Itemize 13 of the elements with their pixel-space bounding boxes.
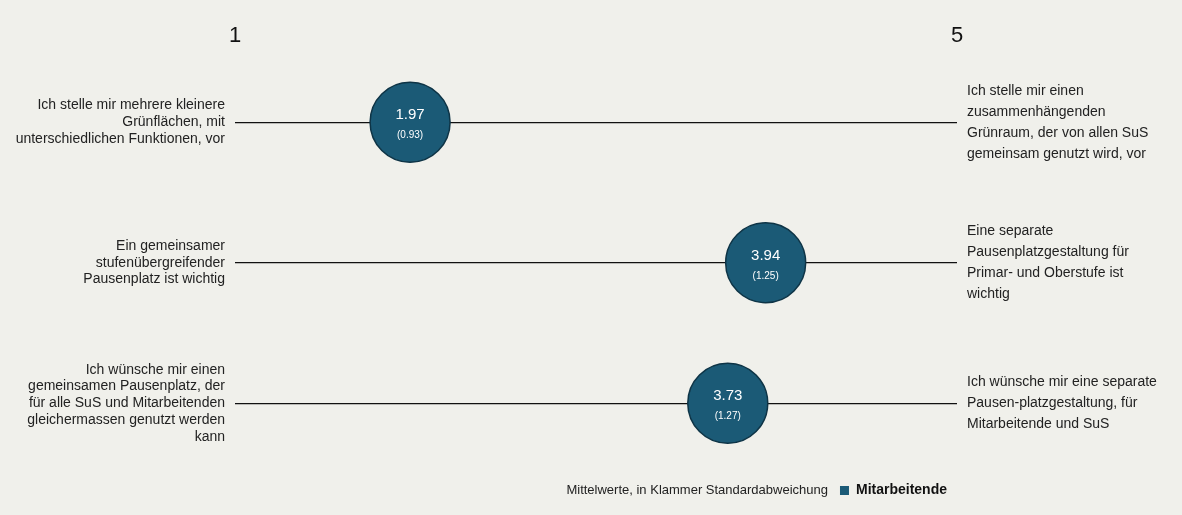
text: Mittelwerte, in Klammer Standardabweichung xyxy=(566,482,828,498)
y-tick-label: Ich stelle mir mehrere kleinere Grünflächen, mit unterschiedlichen Funktionen, vor xyxy=(15,96,226,146)
y-tick-label: Ich wünsche mir einen gemeinsamen Pausenplatz, der für alle SuS und Mitarbeitenden gleichermassen genutzt werden kann xyxy=(27,360,226,444)
x-tick-label: 1 xyxy=(228,21,242,47)
text: Ich wünsche mir eine separate Pausen-platzgestaltung, für Mitarbeitende und SuS xyxy=(967,373,1158,432)
x-tick-label: 5 xyxy=(950,21,964,47)
data-label: 3.94 (1.25) xyxy=(751,245,781,281)
data-label: 3.73 (1.27) xyxy=(713,386,743,421)
text: Ich stelle mir einen zusammenhängenden Grünraum, der von allen SuS gemeinsam genutzt wird, vor xyxy=(967,81,1149,161)
legend-label: Mitarbeitende xyxy=(855,481,948,498)
data-label: 1.97 (0.93) xyxy=(395,105,425,140)
y-tick-label: Ein gemeinsamer stufenübergreifender Pausenplatz ist wichtig xyxy=(83,236,226,287)
text: Eine separate Pausenplatzgestaltung für Primar- und Oberstufe ist wichtig xyxy=(966,222,1130,302)
